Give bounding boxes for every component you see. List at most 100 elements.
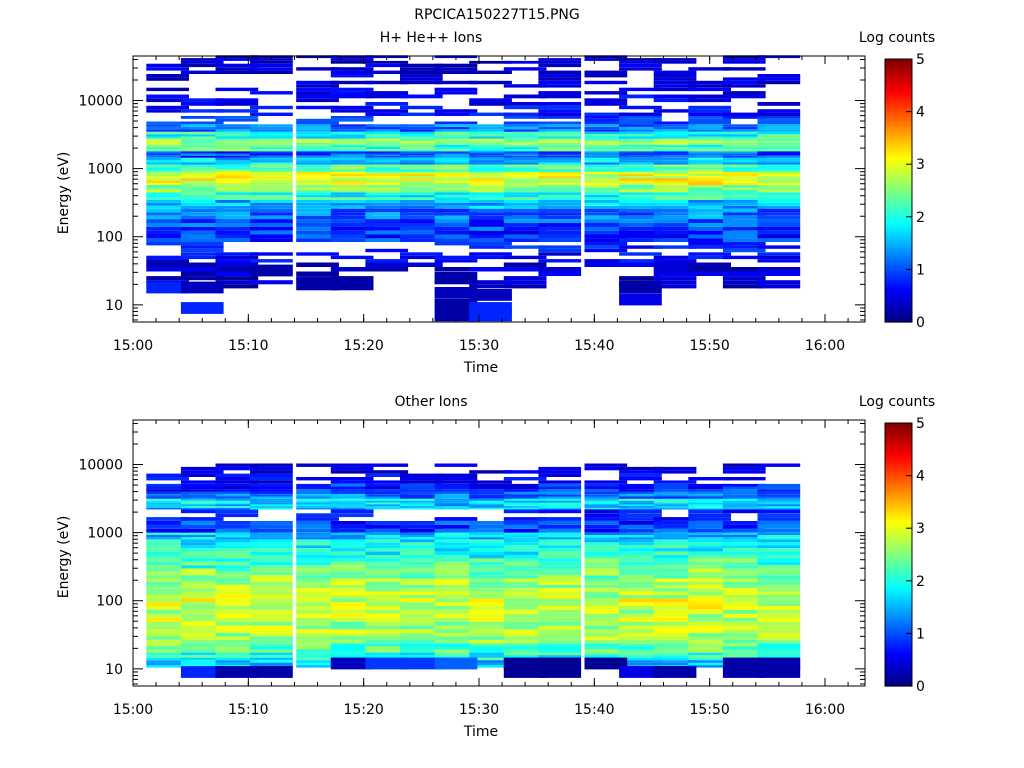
- heatmap-cell: [538, 575, 582, 579]
- heatmap-cell: [250, 153, 293, 156]
- heatmap-cell: [434, 259, 478, 263]
- heatmap-cell: [215, 192, 259, 195]
- colorbar-segment: [885, 166, 912, 170]
- heatmap-cell: [434, 649, 478, 653]
- heatmap-cell: [250, 91, 293, 95]
- heatmap-cell: [296, 655, 339, 658]
- heatmap-cell: [434, 112, 478, 116]
- colorbar-segment: [885, 63, 912, 67]
- colorbar-segment: [885, 245, 912, 249]
- heatmap-cell: [584, 629, 628, 634]
- heatmap-cell: [180, 174, 224, 177]
- colorbar-segment: [885, 89, 912, 93]
- heatmap-cell: [538, 643, 582, 647]
- heatmap-cell: [538, 509, 582, 514]
- heatmap-cell: [215, 142, 259, 145]
- colorbar-segment: [885, 602, 912, 606]
- heatmap-cell: [688, 588, 731, 592]
- heatmap-cell: [180, 230, 224, 235]
- heatmap-cell: [215, 545, 259, 549]
- heatmap-cell: [146, 535, 189, 538]
- heatmap-cell: [722, 621, 766, 626]
- heatmap-cell: [296, 212, 339, 216]
- heatmap-cell: [330, 116, 374, 119]
- heatmap-cell: [296, 555, 339, 559]
- heatmap-cell: [365, 134, 409, 137]
- heatmap-cell: [538, 636, 582, 640]
- heatmap-cell: [296, 134, 339, 137]
- heatmap-cell: [365, 129, 409, 132]
- colorbar-segment: [885, 144, 912, 148]
- heatmap-cell: [584, 102, 628, 106]
- colorbar-segment: [885, 282, 912, 286]
- heatmap-cell: [365, 655, 409, 658]
- heatmap-cell: [584, 162, 628, 165]
- heatmap-cell: [250, 539, 293, 543]
- heatmap-cell: [503, 208, 547, 213]
- heatmap-cell: [215, 591, 259, 595]
- heatmap-cell: [469, 558, 512, 562]
- heatmap-cell: [180, 144, 224, 147]
- heatmap-cell: [180, 502, 224, 505]
- heatmap-cell: [503, 116, 547, 119]
- heatmap-cell: [330, 548, 374, 552]
- heatmap-cell: [434, 621, 478, 626]
- heatmap-cell: [215, 160, 259, 163]
- heatmap-cell: [215, 284, 259, 289]
- heatmap-cell: [146, 483, 189, 487]
- heatmap-cell: [757, 606, 801, 610]
- heatmap-cell: [469, 545, 512, 549]
- heatmap-cell: [619, 561, 662, 566]
- heatmap-cell: [146, 215, 189, 220]
- heatmap-cell: [722, 182, 766, 186]
- heatmap-cell: [619, 528, 662, 533]
- heatmap-cell: [330, 506, 374, 508]
- heatmap-cell: [250, 140, 293, 143]
- heatmap-cell: [146, 489, 189, 492]
- heatmap-cell: [296, 578, 339, 582]
- x-axis-label: Time: [463, 360, 498, 376]
- heatmap-cell: [146, 242, 189, 246]
- heatmap-cell: [365, 588, 409, 592]
- colorbar-segment: [885, 453, 912, 457]
- heatmap-cell: [146, 171, 189, 174]
- heatmap-cell: [503, 238, 547, 242]
- heatmap-cell: [688, 639, 731, 644]
- heatmap-cell: [296, 506, 339, 508]
- colorbar-segment: [885, 146, 912, 150]
- heatmap-cell: [584, 160, 628, 163]
- heatmap-cell: [757, 617, 801, 622]
- heatmap-cell: [722, 167, 766, 170]
- heatmap-cell: [146, 182, 189, 186]
- heatmap-cell: [538, 84, 582, 88]
- heatmap-cell: [434, 87, 478, 92]
- colorbar-segment: [885, 181, 912, 185]
- colorbar-segment: [885, 569, 912, 573]
- heatmap-cell: [619, 94, 662, 99]
- heatmap-cell: [180, 532, 224, 535]
- heatmap-cell: [330, 226, 374, 231]
- colorbar-segment: [885, 142, 912, 146]
- heatmap-cell: [653, 70, 697, 74]
- colorbar-segment: [885, 451, 912, 455]
- heatmap-cell: [584, 652, 628, 656]
- heatmap-cell: [584, 124, 628, 127]
- heatmap-cell: [722, 489, 766, 492]
- heatmap-cell: [400, 584, 443, 589]
- heatmap-cell: [400, 602, 443, 606]
- colorbar-segment: [885, 216, 912, 220]
- heatmap-cell: [503, 625, 547, 630]
- heatmap-cell: [250, 652, 293, 656]
- heatmap-cell: [434, 646, 478, 650]
- x-tick-label: 15:00: [113, 702, 153, 718]
- heatmap-cell: [619, 171, 662, 174]
- heatmap-cell: [296, 80, 339, 85]
- heatmap-cell: [584, 617, 628, 622]
- heatmap-cell: [469, 174, 512, 177]
- heatmap-cell: [503, 617, 547, 622]
- heatmap-cell: [538, 169, 582, 172]
- heatmap-cell: [215, 558, 259, 562]
- heatmap-cell: [146, 521, 189, 525]
- heatmap-cell: [400, 176, 443, 179]
- heatmap-cell: [330, 131, 374, 135]
